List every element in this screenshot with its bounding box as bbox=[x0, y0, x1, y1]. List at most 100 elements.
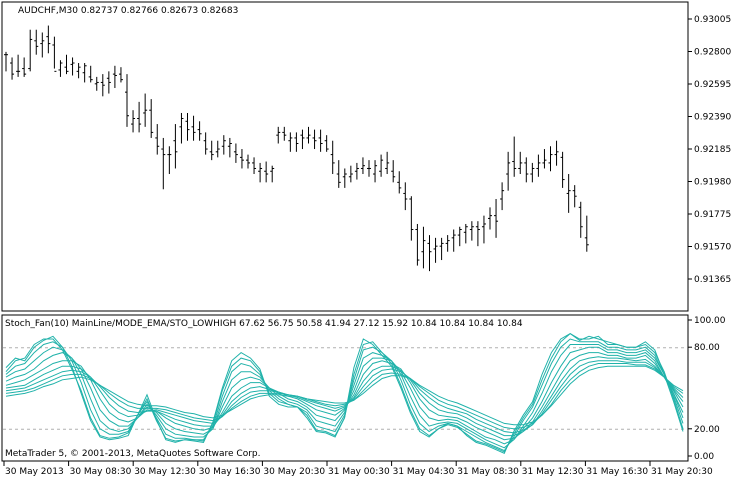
ohlc-bar bbox=[70, 57, 75, 76]
time-tick-label: 30 May 16:30 bbox=[199, 467, 261, 477]
ohlc-bar bbox=[403, 182, 408, 211]
ohlc-bar bbox=[197, 121, 202, 141]
ohlc-bar bbox=[246, 154, 250, 169]
ohlc-bar bbox=[445, 235, 450, 252]
ohlc-bar bbox=[264, 161, 269, 183]
ohlc-bar bbox=[252, 157, 257, 175]
ohlc-bar bbox=[300, 129, 305, 150]
ohlc-bar bbox=[173, 124, 178, 169]
ohlc-bar bbox=[324, 135, 329, 152]
ohlc-bar bbox=[584, 215, 589, 252]
ohlc-bar bbox=[52, 36, 57, 72]
time-tick-label: 31 May 20:30 bbox=[651, 467, 713, 477]
ohlc-bar bbox=[572, 185, 577, 208]
price-chart-panel[interactable] bbox=[1, 1, 689, 312]
ohlc-bar bbox=[191, 115, 196, 141]
ohlc-bar bbox=[258, 162, 263, 183]
ohlc-bar bbox=[367, 160, 371, 177]
ohlc-bar bbox=[270, 165, 275, 183]
ohlc-bar bbox=[475, 221, 480, 247]
ohlc-bar bbox=[560, 151, 565, 188]
ohlc-bar bbox=[209, 140, 214, 161]
indicator-panel[interactable] bbox=[1, 314, 689, 462]
ohlc-bar bbox=[481, 215, 486, 244]
ohlc-bar bbox=[143, 93, 148, 127]
indicator-header: Stoch_Fan(10) MainLine/MODE_EMA/STO_LOWH… bbox=[5, 319, 523, 329]
ohlc-bar bbox=[149, 99, 154, 138]
ohlc-bar bbox=[488, 207, 492, 230]
stochastic-line-9 bbox=[5, 363, 684, 430]
price-tick-label: 0.92800 bbox=[694, 48, 731, 58]
ohlc-bar bbox=[203, 132, 208, 155]
price-axis: 0.93005 0.92800 0.92595 0.92390 0.92185 0.919… bbox=[688, 15, 731, 285]
ohlc-bar bbox=[469, 221, 474, 241]
ohlc-bar bbox=[427, 235, 432, 272]
time-tick-label: 31 May 12:30 bbox=[522, 467, 584, 477]
ohlc-bar bbox=[397, 171, 402, 194]
ohlc-bar bbox=[457, 226, 462, 247]
ohlc-bar bbox=[167, 146, 172, 175]
ohlc-bar bbox=[415, 223, 420, 266]
ohlc-bar bbox=[64, 54, 69, 75]
time-tick-label: 31 May 08:30 bbox=[457, 467, 519, 477]
ohlc-bar bbox=[227, 137, 232, 158]
ohlc-bar bbox=[288, 132, 293, 152]
ohlc-bar bbox=[94, 76, 99, 91]
stochastic-line-7 bbox=[5, 356, 684, 437]
indicator-tick-label: 80.00 bbox=[694, 343, 720, 353]
ohlc-bar bbox=[40, 32, 45, 58]
price-tick-label: 0.91365 bbox=[694, 275, 731, 285]
ohlc-bar bbox=[28, 29, 33, 72]
ohlc-bar bbox=[112, 65, 117, 88]
price-tick-label: 0.92595 bbox=[694, 80, 731, 90]
ohlc-bar bbox=[342, 168, 347, 188]
stochastic-line-2 bbox=[5, 332, 684, 453]
ohlc-bar bbox=[409, 196, 414, 241]
ohlc-bar bbox=[233, 143, 238, 163]
stochastic-line-8 bbox=[5, 360, 684, 434]
indicator-tick-label: 0.00 bbox=[694, 452, 714, 462]
ohlc-bar bbox=[276, 126, 281, 144]
ohlc-bar bbox=[282, 126, 287, 141]
ohlc-bar bbox=[179, 112, 184, 144]
indicator-tick-label: 20.00 bbox=[694, 425, 720, 435]
ohlc-bar bbox=[536, 154, 541, 177]
ohlc-bar bbox=[578, 201, 583, 238]
ohlc-bar bbox=[385, 151, 390, 175]
time-tick-label: 31 May 04:30 bbox=[393, 467, 455, 477]
ohlc-bar bbox=[185, 112, 190, 141]
price-tick-label: 0.93005 bbox=[694, 15, 731, 25]
price-tick-label: 0.92390 bbox=[694, 113, 731, 123]
ohlc-bar bbox=[439, 237, 444, 261]
price-bars bbox=[4, 25, 589, 272]
ohlc-bar bbox=[306, 126, 311, 144]
ohlc-bar bbox=[330, 140, 335, 175]
ohlc-bar bbox=[82, 63, 87, 83]
ohlc-bar bbox=[373, 160, 378, 183]
ohlc-bar bbox=[215, 140, 220, 158]
ohlc-bar bbox=[518, 151, 523, 175]
time-tick-label: 30 May 2013 bbox=[5, 467, 64, 477]
price-tick-label: 0.92185 bbox=[694, 145, 731, 155]
ohlc-bar bbox=[451, 229, 456, 252]
ohlc-bar bbox=[4, 51, 8, 72]
ohlc-bar bbox=[312, 129, 317, 150]
ohlc-bar bbox=[10, 57, 15, 80]
ohlc-bar bbox=[88, 65, 93, 83]
indicator-tick-label: 100.00 bbox=[694, 316, 726, 326]
ohlc-bar bbox=[542, 149, 547, 169]
copyright-text: MetaTrader 5, © 2001-2013, MetaQuotes So… bbox=[5, 449, 261, 459]
ohlc-bar bbox=[239, 149, 244, 169]
ohlc-bar bbox=[125, 74, 129, 127]
ohlc-bar bbox=[421, 226, 426, 269]
time-tick-label: 31 May 00:30 bbox=[328, 467, 390, 477]
ohlc-bar bbox=[46, 25, 51, 54]
ohlc-bar bbox=[548, 146, 553, 172]
price-tick-label: 0.91775 bbox=[694, 210, 731, 220]
ohlc-bar bbox=[155, 124, 160, 155]
ohlc-bar bbox=[137, 101, 142, 133]
time-tick-label: 30 May 12:30 bbox=[134, 467, 196, 477]
ohlc-bar bbox=[106, 71, 111, 94]
ohlc-bar bbox=[16, 54, 21, 77]
